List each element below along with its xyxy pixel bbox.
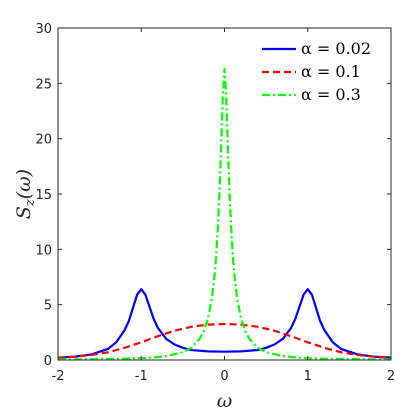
axis-ticks [57, 27, 392, 361]
y-tick-label: 30 [35, 22, 52, 37]
y-tick-label: 20 [35, 133, 52, 148]
x-tick-label: -2 [52, 369, 65, 384]
y-tick-label: 10 [35, 243, 52, 258]
series-line-2 [57, 322, 392, 359]
x-tick-label: 1 [304, 369, 312, 384]
y-tick-labels: 0 5 10 15 20 25 30 [35, 22, 52, 369]
legend-label-2: α = 0.1 [301, 62, 361, 81]
x-tick-label: 2 [387, 369, 395, 384]
x-tick-label: -1 [135, 369, 148, 384]
x-axis-label: ω [217, 390, 233, 412]
y-axis-label: Sz(ω) [13, 169, 38, 219]
x-tick-label: 0 [220, 369, 228, 384]
x-tick-labels: -2 -1 0 1 2 [52, 369, 396, 384]
y-tick-label: 0 [44, 354, 52, 369]
plot-lines [57, 67, 392, 361]
y-axis-label-main: S [13, 206, 35, 219]
y-tick-label: 15 [35, 188, 52, 203]
legend: α = 0.02 α = 0.1 α = 0.3 [262, 39, 371, 104]
series-line-1 [57, 288, 392, 359]
series-line-3 [57, 67, 392, 361]
y-axis-label-subscript: z [23, 199, 38, 207]
legend-label-3: α = 0.3 [301, 85, 361, 104]
legend-label-1: α = 0.02 [301, 39, 371, 58]
y-tick-label: 5 [44, 299, 52, 314]
y-tick-label: 25 [35, 77, 52, 92]
y-axis-label-argument: (ω) [13, 169, 35, 199]
